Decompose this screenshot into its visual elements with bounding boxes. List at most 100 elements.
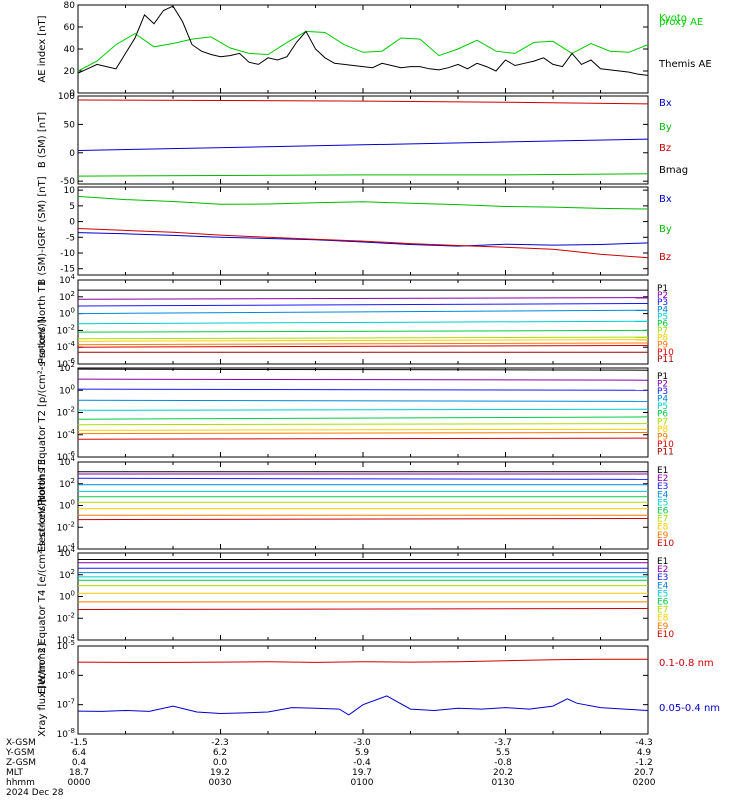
y-tick-label: 102 xyxy=(59,361,75,374)
y-tick-label: 10-5 xyxy=(57,639,75,652)
y-tick-label: 100 xyxy=(59,383,75,396)
legend-entry: Kyoto xyxy=(659,13,687,24)
legend-entry: P4 xyxy=(657,305,668,315)
x-axis-row-label: MLT xyxy=(6,768,24,778)
y-tick-label: 20 xyxy=(64,67,76,77)
legend-entry: E1 xyxy=(657,466,668,476)
legend-entry: E7 xyxy=(657,515,668,525)
y-tick-label: 10-4 xyxy=(57,340,76,353)
y-tick-label: 10-6 xyxy=(57,668,76,681)
series-line xyxy=(77,399,649,402)
legend-entry: P7 xyxy=(657,327,668,337)
y-tick-label: 10-4 xyxy=(57,542,76,555)
panel-8: 10-8 10-7 10-6 10-5 Xray flux [W/m^2] 0.1-0.8… xyxy=(37,639,720,740)
legend-entry: E3 xyxy=(657,573,668,583)
y-axis-label: Xray flux [W/m^2] xyxy=(37,643,48,737)
series-line xyxy=(77,336,649,340)
x-tick-label: -0.4 xyxy=(353,758,371,768)
series-line xyxy=(77,99,649,105)
series-line xyxy=(77,173,649,177)
y-tick-label: 10 xyxy=(64,186,76,196)
x-tick-label: -2.3 xyxy=(211,738,229,748)
legend-entry: Bx xyxy=(659,194,672,205)
x-tick-label: 0.0 xyxy=(213,758,228,768)
legend-entry: proxy AE xyxy=(659,17,703,28)
series-line xyxy=(77,423,649,426)
legend-entry: P10 xyxy=(657,348,674,358)
legend-entry: P7 xyxy=(657,417,668,427)
panel-frame xyxy=(77,552,649,641)
y-axis-label: Protons North T1 xyxy=(37,280,48,364)
legend-entry: E2 xyxy=(657,565,668,575)
legend-entry: P8 xyxy=(657,334,668,344)
x-tick-label: 5.5 xyxy=(496,748,510,758)
y-tick-label: 102 xyxy=(59,477,75,490)
legend-entry: E1 xyxy=(657,557,668,567)
legend-entry: Themis AE xyxy=(658,59,712,70)
x-tick-label: -3.0 xyxy=(353,738,371,748)
y-tick-label: 10-6 xyxy=(57,357,76,370)
y-tick-label: -15 xyxy=(60,265,75,275)
panel-frame xyxy=(77,95,649,185)
y-axis-label: AE index [nT] xyxy=(37,15,48,82)
y-tick-label: -50 xyxy=(60,177,75,187)
y-tick-label: 100 xyxy=(58,92,75,102)
x-tick-label: 20.2 xyxy=(493,768,513,778)
series-line xyxy=(77,232,649,247)
legend-entry: P2 xyxy=(657,291,668,301)
y-tick-label: 10-8 xyxy=(57,727,75,740)
legend-entry: Bz xyxy=(659,143,671,154)
panel-frame xyxy=(77,4,649,94)
series-line xyxy=(77,329,649,333)
y-axis-label: B (SM)-IGRF (SM) [nT] xyxy=(37,176,48,285)
series-line xyxy=(77,518,649,521)
legend-entry: P11 xyxy=(657,447,674,457)
x-axis-row-label: Z-GSM xyxy=(6,758,36,768)
y-tick-label: 0 xyxy=(69,218,75,228)
series-line xyxy=(77,309,649,315)
legend-entry: P2 xyxy=(657,380,668,390)
x-tick-label: 0130 xyxy=(492,778,515,788)
series-line xyxy=(77,320,649,325)
legend-entry: P5 xyxy=(657,402,668,412)
x-tick-label: 0000 xyxy=(68,778,91,788)
x-tick-label: 5.9 xyxy=(355,748,370,758)
panel-2: -50 0 50 100 B (SM) [nT] Bx By Bz Bmag xyxy=(37,92,688,187)
series-line xyxy=(77,608,649,610)
series-line xyxy=(77,345,649,348)
y-tick-label: 50 xyxy=(64,120,76,130)
series-line xyxy=(77,297,649,300)
y-tick-label: 10-4 xyxy=(57,428,76,441)
y-tick-label: 60 xyxy=(64,23,76,33)
x-tick-label: 19.2 xyxy=(210,768,230,778)
y-tick-label: 10-4 xyxy=(57,633,76,646)
series-line xyxy=(77,195,649,210)
legend-entry: P9 xyxy=(657,341,668,351)
x-tick-label: -4.3 xyxy=(635,738,653,748)
legend-entry: 0.05-0.4 nm xyxy=(659,703,720,714)
panel-frame xyxy=(77,461,649,550)
series-line xyxy=(77,658,648,663)
legend-entry: E6 xyxy=(657,507,669,517)
panel-7: 10-4 10-2 100 102 104 Electrons Equator T4 [e… xyxy=(37,499,674,694)
x-tick-label: 19.7 xyxy=(352,768,372,778)
legend-entry: E8 xyxy=(657,614,669,624)
y-axis-label: B (SM) [nT] xyxy=(37,112,48,168)
legend-entry: E5 xyxy=(657,498,668,508)
series-line xyxy=(77,342,649,346)
y-tick-label: 10-2 xyxy=(57,611,75,624)
legend-entry: Bx xyxy=(659,98,672,109)
series-line xyxy=(77,388,649,391)
legend-entry: E9 xyxy=(657,531,669,541)
legend-entry: E2 xyxy=(657,474,668,484)
series-line xyxy=(77,437,649,440)
legend-entry: P3 xyxy=(657,298,668,308)
y-tick-label: 104 xyxy=(59,455,75,468)
x-axis-row-label: hhmm xyxy=(6,778,35,788)
x-tick-label: 6.2 xyxy=(213,748,227,758)
y-tick-label: 5 xyxy=(69,202,75,212)
x-axis-row-label: Y-GSM xyxy=(5,748,34,758)
y-tick-label: 10-2 xyxy=(57,406,75,419)
